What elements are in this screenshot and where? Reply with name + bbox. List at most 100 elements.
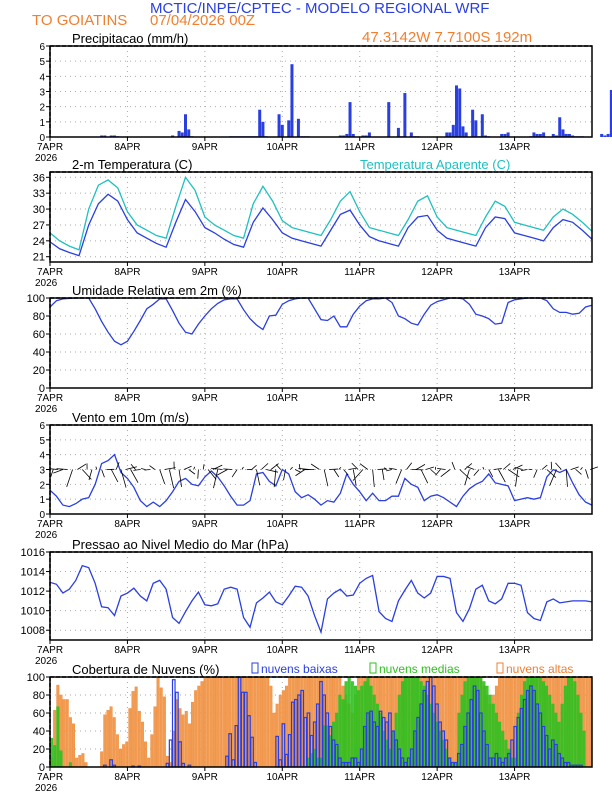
wind-arrow bbox=[88, 469, 93, 481]
legend-swatch-nuvens-altas bbox=[496, 662, 504, 674]
precip-panel bbox=[46, 45, 612, 141]
cloud-bar-nuvens-altas bbox=[150, 734, 154, 768]
cloud-bar-nuvens-altas bbox=[128, 708, 132, 768]
cloud-bar-nuvens-medias bbox=[582, 730, 586, 768]
wind-arrow bbox=[144, 469, 151, 471]
legend-label-nuvens-medias: nuvens medias bbox=[379, 662, 460, 676]
y-tick-label: 2 bbox=[39, 480, 45, 491]
x-tick-label: 9APR bbox=[192, 393, 218, 404]
wind-arrow bbox=[351, 462, 359, 470]
y-tick-label: 1 bbox=[39, 118, 45, 129]
precip-bar bbox=[103, 135, 107, 137]
wind-arrow bbox=[261, 463, 269, 470]
wind-arrow bbox=[488, 469, 494, 478]
precip-bar bbox=[603, 135, 607, 137]
x-tick-label: 12APR bbox=[421, 772, 453, 783]
cloud-bar-nuvens-altas bbox=[263, 676, 267, 768]
cloud-bar-nuvens-altas bbox=[454, 676, 458, 768]
x-tick-label: 7APR bbox=[37, 142, 63, 153]
wind-arrow bbox=[53, 469, 64, 474]
wind-arrow bbox=[435, 469, 441, 476]
precip-bar bbox=[180, 132, 184, 137]
cloud-bar-nuvens-altas bbox=[278, 694, 282, 768]
wind-arrow bbox=[493, 468, 502, 470]
x-tick-label: 11APR bbox=[344, 142, 375, 153]
y-tick-label: 1014 bbox=[21, 567, 45, 579]
cloud-bar-nuvens-altas bbox=[200, 681, 204, 768]
wind-arrow bbox=[514, 467, 523, 470]
wind-arrow bbox=[231, 469, 238, 478]
cloud-bar-nuvens-altas bbox=[103, 714, 107, 768]
precip-bar bbox=[109, 135, 113, 137]
precip-bar bbox=[367, 132, 371, 137]
cloud-bar-nuvens-altas bbox=[147, 757, 151, 768]
wind-arrow bbox=[210, 467, 223, 470]
wind-arrow bbox=[343, 469, 349, 476]
cloud-bar-nuvens-altas bbox=[222, 676, 226, 768]
temp-series-line-1 bbox=[49, 175, 593, 251]
cloud-bar-nuvens-altas bbox=[125, 741, 129, 768]
cloud-bar-nuvens-medias bbox=[573, 681, 577, 768]
precip-bar bbox=[364, 135, 368, 137]
station-name: TO GOIATINS bbox=[32, 12, 128, 29]
wind-arrow bbox=[207, 469, 217, 480]
cloud-bar-nuvens-medias bbox=[563, 685, 567, 768]
cloud-bar-nuvens-medias bbox=[400, 681, 404, 768]
x-tick-label: 9APR bbox=[192, 267, 218, 278]
precip-bar bbox=[448, 132, 452, 137]
x-year-label: 2026 bbox=[35, 153, 58, 164]
wind-arrow bbox=[555, 462, 562, 470]
precip-bar bbox=[451, 124, 455, 137]
wind-arrow bbox=[466, 466, 475, 470]
clouds-panel bbox=[46, 662, 593, 771]
wind-arrow bbox=[503, 463, 511, 470]
wind-arrow bbox=[388, 467, 397, 470]
cloud-bar-nuvens-medias bbox=[579, 712, 583, 768]
pressure-frame bbox=[49, 551, 593, 641]
wind-arrow bbox=[223, 468, 233, 470]
y-tick-label: 6 bbox=[39, 421, 45, 432]
cloud-bar-nuvens-altas bbox=[62, 699, 66, 768]
wind-arrow bbox=[507, 469, 520, 478]
cloud-bar-nuvens-altas bbox=[216, 676, 220, 768]
cloud-bar-nuvens-medias bbox=[341, 699, 345, 768]
wind-arrow bbox=[159, 469, 166, 484]
wind-arrow bbox=[290, 466, 293, 470]
cloud-bar-nuvens-altas bbox=[187, 723, 191, 768]
cloud-bar-nuvens-altas bbox=[269, 685, 273, 768]
wind-arrow bbox=[120, 469, 127, 488]
precip-bar bbox=[113, 135, 117, 137]
wind-arrow bbox=[251, 464, 257, 470]
x-tick-label: 10APR bbox=[266, 142, 298, 153]
legend-label-nuvens-baixas: nuvens baixas bbox=[261, 662, 338, 676]
wind-arrow bbox=[188, 469, 196, 475]
x-tick-label: 13APR bbox=[499, 772, 531, 783]
precip-bar bbox=[409, 132, 413, 137]
wind-panel bbox=[46, 424, 599, 518]
wind-arrow bbox=[549, 469, 557, 486]
pressure-panel bbox=[46, 551, 593, 644]
precip-bar bbox=[351, 133, 355, 137]
y-tick-label: 40 bbox=[33, 726, 45, 738]
cloud-bar-nuvens-altas bbox=[137, 710, 141, 768]
cloud-bar-nuvens-medias bbox=[347, 676, 351, 768]
wind-arrow bbox=[377, 468, 387, 470]
wind-arrow bbox=[130, 469, 139, 483]
cloud-bar-nuvens-altas bbox=[68, 717, 72, 768]
cloud-bar-nuvens-altas bbox=[140, 721, 144, 768]
y-tick-label: 27 bbox=[33, 220, 45, 232]
station-coordinates: 47.3142W 7.7100S 192m bbox=[362, 29, 533, 46]
cloud-bar-nuvens-medias bbox=[350, 681, 354, 768]
cloud-bar-nuvens-altas bbox=[81, 753, 85, 768]
rh-title: Umidade Relativa em 2m (%) bbox=[72, 283, 242, 298]
cloud-bar-nuvens-medias bbox=[353, 685, 357, 768]
precip-bar bbox=[600, 133, 604, 137]
x-tick-label: 12APR bbox=[421, 142, 453, 153]
precip-title: Precipitacao (mm/h) bbox=[72, 31, 188, 46]
y-tick-label: 1 bbox=[39, 495, 45, 506]
cloud-bar-nuvens-altas bbox=[71, 723, 76, 768]
temp-title-apparent: Temperatura Aparente (C) bbox=[360, 157, 510, 172]
x-tick-label: 10APR bbox=[266, 519, 298, 530]
precip-bar bbox=[535, 133, 539, 137]
cloud-bar-nuvens-altas bbox=[194, 690, 198, 768]
